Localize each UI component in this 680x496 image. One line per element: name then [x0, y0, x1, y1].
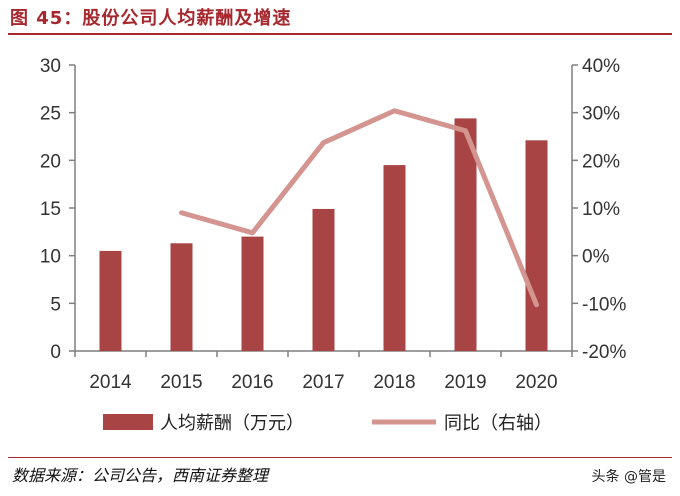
x-tick-label: 2018 — [373, 372, 415, 393]
bar-2016 — [241, 236, 264, 351]
bar-2019 — [454, 118, 477, 352]
right-tick-label: 30% — [582, 104, 620, 125]
x-tick-label: 2014 — [89, 372, 132, 393]
figure-title: 图 45：股份公司人均薪酬及增速 — [10, 8, 292, 29]
right-tick-label: 40% — [582, 56, 620, 77]
bar-2014 — [99, 250, 122, 351]
watermark: 头条 @管是 — [591, 469, 666, 485]
bar-2017 — [312, 208, 335, 351]
growth-line — [179, 108, 539, 308]
left-tick-label: 10 — [40, 247, 61, 268]
left-tick-label: 0 — [50, 342, 61, 363]
title-divider — [8, 33, 672, 35]
x-tick-label: 2017 — [302, 372, 344, 393]
right-tick-label: 20% — [582, 151, 620, 172]
bar-2015 — [170, 243, 193, 351]
left-tick-label: 20 — [40, 151, 61, 172]
left-tick-label: 30 — [40, 56, 61, 77]
legend-swatch-bar — [103, 414, 153, 430]
x-tick-label: 2016 — [231, 372, 273, 393]
x-tick-label: 2020 — [515, 372, 557, 393]
source-note: 数据来源：公司公告，西南证券整理 — [12, 466, 269, 485]
x-tick-label: 2015 — [160, 372, 202, 393]
right-tick-label: -20% — [582, 342, 626, 363]
bar-2020 — [525, 140, 548, 351]
right-tick-label: -10% — [582, 294, 626, 315]
legend-label-line: 同比（右轴） — [444, 413, 552, 434]
left-tick-label: 25 — [40, 104, 61, 125]
legend-label-bar: 人均薪酬（万元） — [160, 413, 304, 434]
left-tick-label: 5 — [50, 294, 61, 315]
source-divider — [8, 457, 672, 458]
right-tick-label: 0% — [582, 247, 610, 268]
x-tick-label: 2019 — [444, 372, 486, 393]
left-tick-label: 15 — [40, 199, 61, 220]
right-tick-label: 10% — [582, 199, 620, 220]
bar-2018 — [383, 165, 406, 351]
